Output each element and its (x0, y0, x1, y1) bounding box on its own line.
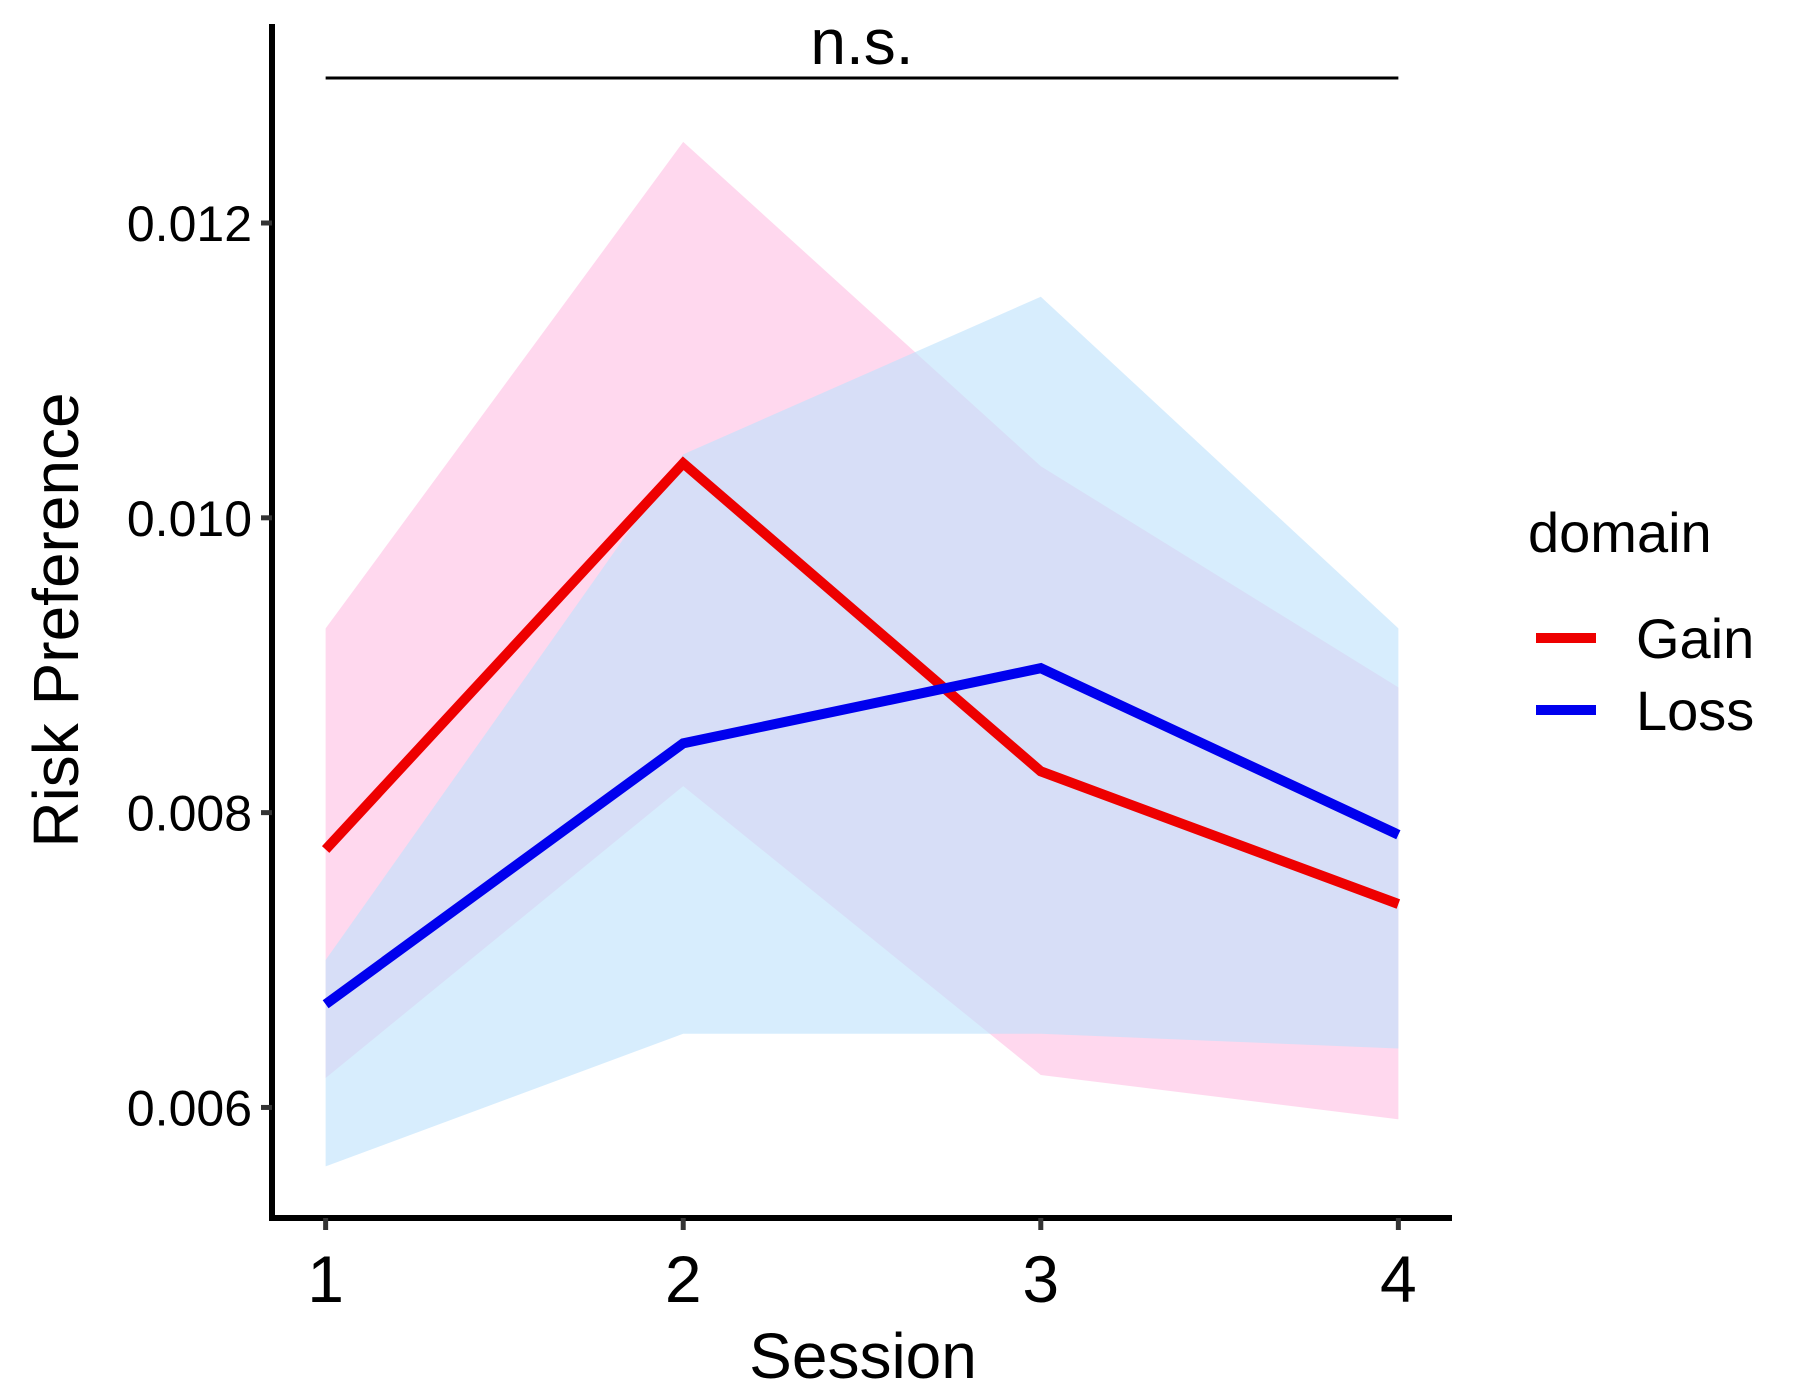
x-tick-label: 3 (1022, 1242, 1059, 1316)
y-tick-label: 0.012 (127, 196, 252, 252)
x-axis-title: Session (749, 1320, 977, 1392)
legend: domain Gain Loss (1528, 501, 1754, 742)
confidence-ribbons (325, 141, 1399, 1167)
y-tick-label: 0.006 (127, 1080, 252, 1136)
y-tick-label: 0.010 (127, 491, 252, 547)
x-tick-label: 1 (307, 1242, 344, 1316)
line-loss (322, 662, 1401, 1009)
line-gain (321, 456, 1401, 909)
x-tick-label: 4 (1380, 1242, 1417, 1316)
significance-label: n.s. (810, 6, 913, 78)
x-axis-ticks: 1 2 3 4 (307, 1218, 1417, 1316)
legend-label-gain: Gain (1636, 607, 1754, 670)
ribbon-loss (325, 296, 1399, 1167)
series-lines (321, 456, 1401, 1009)
y-axis-title: Risk Preference (20, 392, 92, 847)
y-axis-ticks: 0.006 0.008 0.010 0.012 (127, 196, 272, 1136)
significance-annotation: n.s. (325, 6, 1399, 80)
x-tick-label: 2 (665, 1242, 702, 1316)
legend-title: domain (1528, 501, 1712, 564)
y-tick-label: 0.008 (127, 786, 252, 842)
legend-label-loss: Loss (1636, 679, 1754, 742)
